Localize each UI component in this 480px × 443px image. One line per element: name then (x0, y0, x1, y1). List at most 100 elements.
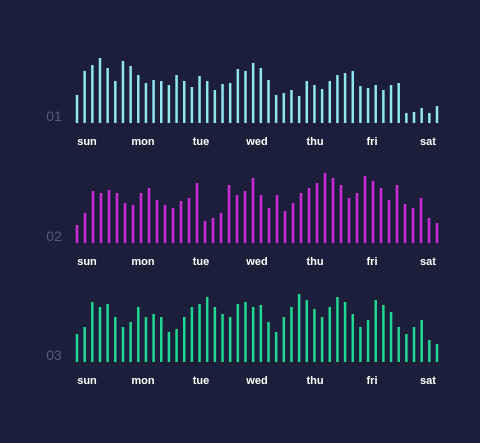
bar (114, 317, 117, 362)
bar (91, 302, 94, 362)
bar (382, 90, 385, 123)
bar (336, 75, 339, 123)
bar (343, 73, 347, 123)
bar (243, 191, 247, 243)
day-tick-label-wed: wed (245, 136, 267, 148)
bar (420, 108, 423, 123)
bar (379, 188, 383, 243)
bar (374, 300, 377, 362)
bar (137, 75, 140, 123)
day-tick-label-mon: mon (131, 375, 155, 387)
day-tick-label-thu: thu (306, 256, 323, 268)
bar (251, 307, 255, 362)
bar (203, 221, 207, 243)
day-tick-label-mon: mon (131, 136, 155, 148)
bar (187, 198, 191, 243)
bar (428, 340, 431, 362)
day-tick-label-thu: thu (306, 375, 323, 387)
bar (244, 302, 247, 362)
day-tick-label-tue: tue (193, 256, 210, 268)
bar (343, 302, 347, 362)
bar (121, 61, 125, 123)
bar (313, 309, 316, 362)
bar (205, 297, 209, 362)
bar (315, 183, 319, 243)
bar (347, 198, 351, 243)
bar (363, 176, 367, 243)
bar (267, 80, 270, 123)
bar (213, 307, 217, 362)
bar (328, 81, 332, 123)
bar (83, 327, 86, 362)
bar (198, 304, 201, 362)
day-tick-label-wed: wed (245, 375, 267, 387)
bar (131, 205, 135, 243)
bar (435, 106, 439, 123)
bar (282, 317, 286, 362)
bar (175, 329, 178, 362)
bar (198, 76, 201, 123)
bar-chart-03: 03 sun mon tue wed thu fri sat (46, 294, 439, 387)
bar (171, 208, 175, 243)
bar (411, 208, 415, 243)
bar (331, 178, 335, 243)
day-tick-label-thu: thu (306, 136, 323, 148)
bar (397, 327, 400, 362)
bar (323, 173, 327, 243)
day-tick-label-fri: fri (367, 136, 378, 148)
bar (374, 85, 377, 123)
bar (75, 95, 79, 123)
bar (228, 83, 232, 123)
bar (106, 304, 109, 362)
bar (139, 193, 143, 243)
bar (420, 320, 423, 362)
bar (83, 71, 86, 123)
bar (129, 322, 132, 362)
bar (144, 83, 148, 123)
bar (91, 65, 94, 123)
day-tick-label-mon: mon (131, 256, 155, 268)
bar (228, 317, 232, 362)
bar (328, 307, 332, 362)
bar (339, 185, 343, 243)
bar-chart-02: 02 sun mon tue wed thu fri sat (46, 173, 439, 268)
bar (236, 304, 240, 362)
bar (221, 314, 224, 362)
bar (274, 332, 278, 362)
bar (99, 193, 103, 243)
bar (211, 218, 215, 243)
bar (382, 305, 385, 362)
bar (106, 68, 109, 123)
bar (320, 89, 324, 123)
bar (213, 90, 217, 123)
bar (267, 208, 271, 243)
bar (371, 181, 375, 243)
bar (405, 113, 408, 123)
bar (290, 90, 293, 123)
chart-row-label: 01 (46, 108, 62, 124)
bar (351, 71, 354, 123)
bar (427, 218, 431, 243)
bar (320, 317, 324, 362)
bar (419, 198, 423, 243)
bar (395, 185, 399, 243)
chart-row-label: 03 (46, 347, 62, 363)
bar (91, 191, 95, 243)
bar (167, 85, 171, 123)
bar (155, 200, 159, 243)
bar (251, 178, 255, 243)
bar (299, 193, 303, 243)
bar (259, 68, 263, 123)
bar (283, 211, 287, 243)
bar (412, 327, 416, 362)
bar (121, 327, 125, 362)
bar (359, 86, 362, 123)
day-tick-label-sun: sun (77, 136, 97, 148)
bar (129, 66, 132, 123)
bar (195, 183, 199, 243)
bar (235, 195, 239, 243)
bar (107, 190, 111, 243)
bar (179, 201, 183, 243)
chart-row-label: 02 (46, 228, 62, 244)
bar (291, 203, 295, 243)
